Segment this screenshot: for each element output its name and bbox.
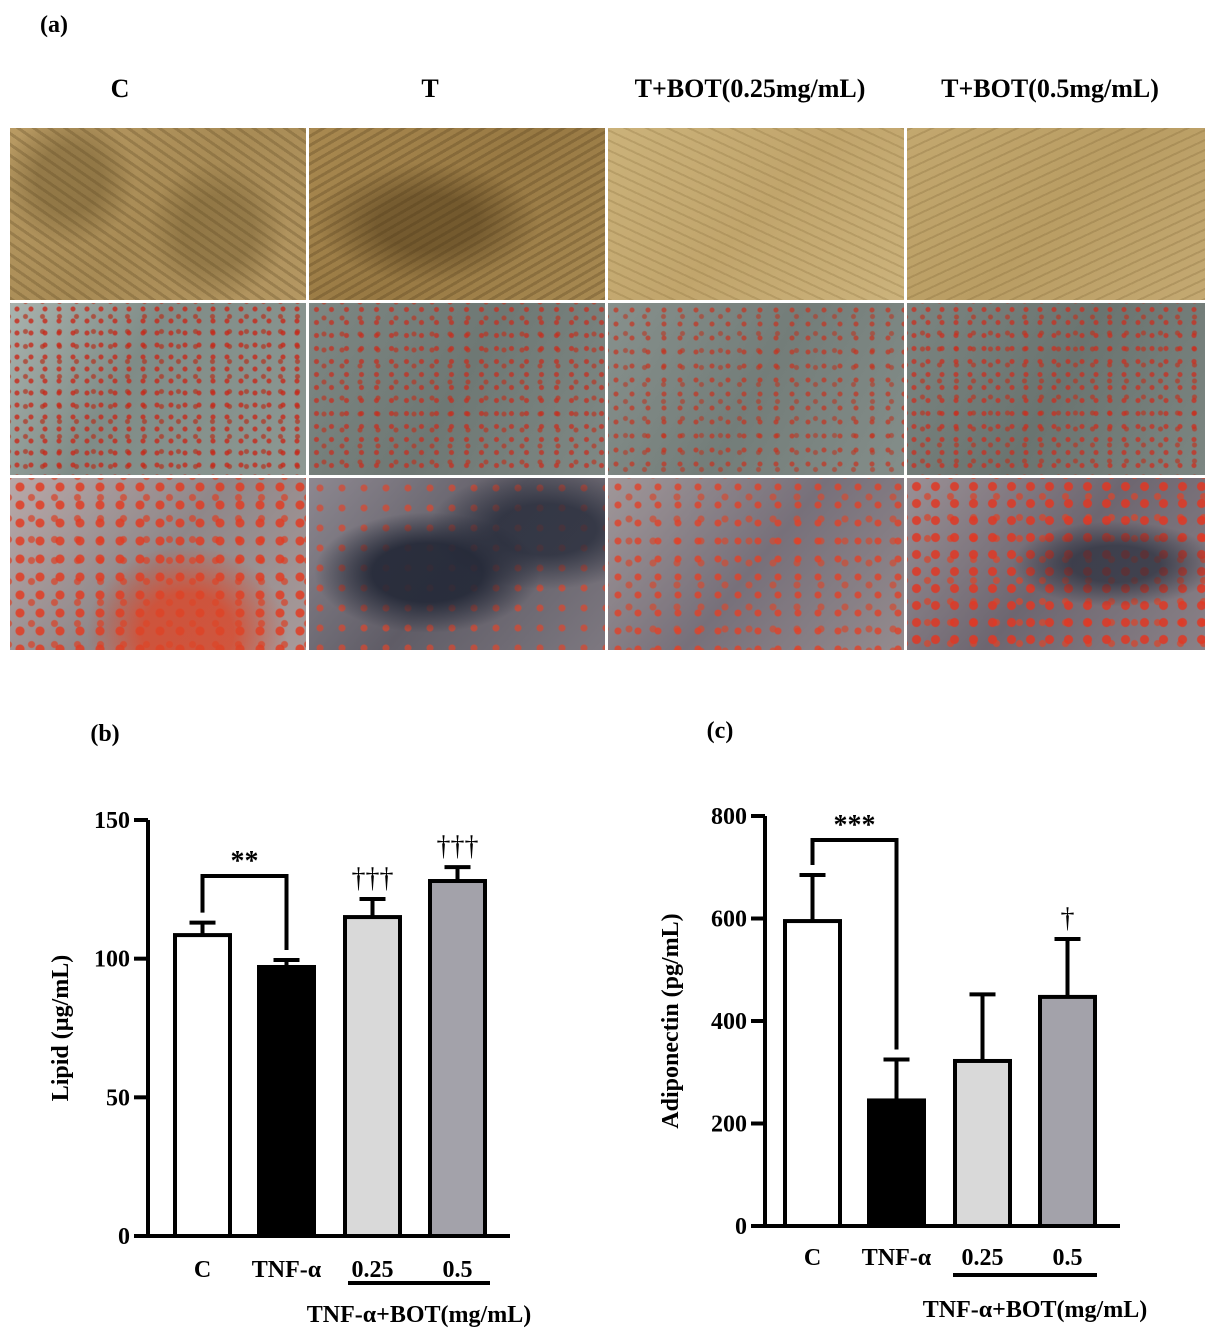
lipid-category-label: TNF-α: [252, 1257, 322, 1283]
adiponectin-y-tick-label: 800: [711, 804, 747, 830]
lipid-y-tick-label: 100: [94, 947, 130, 973]
adiponectin-y-axis-label: Adiponectin (pg/mL): [658, 913, 684, 1128]
adiponectin-y-tick-label: 400: [711, 1009, 747, 1035]
lipid-category-label: C: [194, 1257, 211, 1283]
lipid-y-tick-label: 50: [106, 1085, 130, 1111]
lipid-significance-bracket: [200, 874, 289, 951]
adiponectin-category-label: C: [804, 1245, 821, 1271]
micrograph-t-bot-025-brightfield: [608, 128, 904, 300]
lipid-bar-2: [343, 915, 402, 1238]
adiponectin-panel-letter: (c): [707, 718, 734, 744]
adiponectin-bar-1: [867, 1098, 926, 1228]
adiponectin-bar-3: [1038, 994, 1097, 1228]
column-label-c: C: [110, 74, 130, 103]
lipid-bar-1: [257, 964, 316, 1239]
lipid-category-label: 0.25: [352, 1257, 394, 1283]
adiponectin-y-tick-label: 200: [711, 1112, 747, 1138]
adiponectin-significance-bracket: [810, 838, 899, 1050]
adiponectin-y-tick-label: 600: [711, 907, 747, 933]
micrograph-t-bot-05-oilred-high: [907, 478, 1205, 650]
lipid-bar-0: [173, 933, 232, 1238]
lipid-bracket-label: **: [231, 846, 259, 877]
lipid-panel-letter: (b): [90, 721, 119, 747]
adiponectin-category-label: 0.5: [1053, 1245, 1083, 1271]
lipid-y-tick-label: 0: [118, 1224, 130, 1250]
lipid-bar-3: [428, 879, 487, 1238]
micrograph-t-bot-025-oilred-high: [608, 478, 904, 650]
micrograph-c-brightfield: [10, 128, 306, 300]
micrograph-c-oilred-high: [10, 478, 306, 650]
column-label-t-bot-025: T+BOT(0.25mg/mL): [634, 74, 866, 103]
adiponectin-group-label: TNF-α+BOT(mg/mL): [923, 1297, 1147, 1323]
micrograph-grid: [10, 128, 1205, 650]
micrograph-t-oilred-high: [309, 478, 605, 650]
adiponectin-category-label: 0.25: [962, 1245, 1004, 1271]
micrograph-t-bot-05-brightfield: [907, 128, 1205, 300]
adiponectin-bracket-label: ***: [834, 810, 876, 841]
lipid-group-label: TNF-α+BOT(mg/mL): [307, 1302, 531, 1328]
lipid-significance-marker: †††: [437, 831, 479, 862]
adiponectin-y-tick-label: 0: [735, 1214, 747, 1240]
column-label-t-bot-05: T+BOT(0.5mg/mL): [941, 74, 1159, 103]
adiponectin-bar-0: [783, 919, 842, 1228]
adiponectin-category-label: TNF-α: [862, 1245, 932, 1271]
micrograph-t-brightfield: [309, 128, 605, 300]
adiponectin-bar-2: [953, 1058, 1012, 1228]
adiponectin-significance-marker: †: [1061, 903, 1075, 934]
micrograph-t-bot-025-oilred-low: [608, 303, 904, 475]
lipid-category-label: 0.5: [443, 1257, 473, 1283]
lipid-y-tick-label: 150: [94, 808, 130, 834]
micrograph-t-bot-05-oilred-low: [907, 303, 1205, 475]
lipid-y-axis-label: Lipid (µg/mL): [48, 955, 74, 1102]
column-label-t: T: [421, 74, 439, 103]
panel-a-letter: (a): [40, 12, 68, 38]
micrograph-t-oilred-low: [309, 303, 605, 475]
lipid-significance-marker: †††: [352, 863, 394, 894]
micrograph-c-oilred-low: [10, 303, 306, 475]
